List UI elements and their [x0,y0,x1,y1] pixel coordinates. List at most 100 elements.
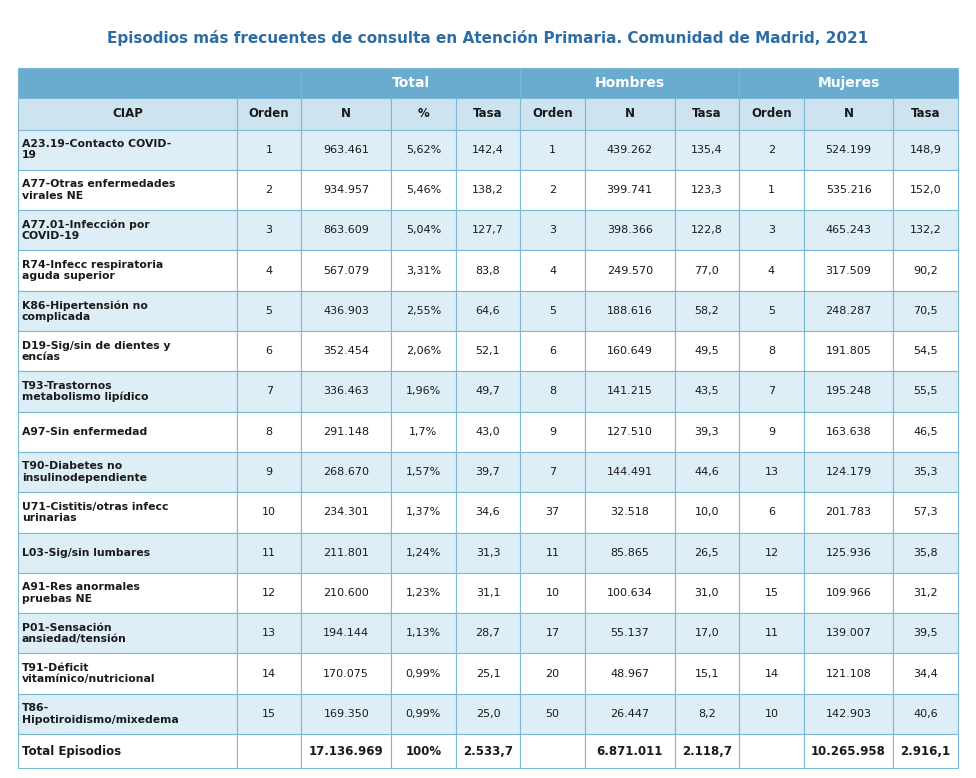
Bar [456,613,520,654]
Bar [237,573,302,613]
Bar [739,68,958,98]
Bar [237,654,302,694]
Text: 4: 4 [768,265,775,275]
Bar [893,613,958,654]
Bar [391,573,456,613]
Text: 15,1: 15,1 [695,668,719,678]
Bar [739,533,804,573]
Bar [456,291,520,331]
Text: 10: 10 [263,507,276,517]
Text: 11: 11 [764,629,779,638]
Bar [18,291,237,331]
Bar [18,452,237,492]
Bar [520,654,585,694]
Text: 135,4: 135,4 [691,145,722,155]
Bar [674,452,739,492]
Text: 122,8: 122,8 [691,226,723,235]
Text: 123,3: 123,3 [691,185,722,195]
Text: 4: 4 [549,265,556,275]
Text: 317.509: 317.509 [826,265,872,275]
Text: 1: 1 [768,185,775,195]
Bar [520,573,585,613]
Bar [520,371,585,412]
Text: 291.148: 291.148 [323,427,369,436]
Bar [585,573,674,613]
Text: N: N [843,107,854,120]
Bar [674,331,739,371]
Bar [804,613,893,654]
Bar [456,98,520,129]
Text: 13: 13 [764,467,779,477]
Bar [893,251,958,291]
Bar [302,452,391,492]
Bar [674,291,739,331]
Bar [302,492,391,533]
Bar [804,694,893,734]
Text: 20: 20 [546,668,559,678]
Bar [893,210,958,251]
Bar [804,291,893,331]
Text: 15: 15 [263,709,276,719]
Text: 34,4: 34,4 [914,668,938,678]
Bar [893,492,958,533]
Text: T90-Diabetes no
insulinodependiente: T90-Diabetes no insulinodependiente [22,461,147,482]
Bar [804,251,893,291]
Text: 13: 13 [263,629,276,638]
Bar [520,533,585,573]
Text: Total Episodios: Total Episodios [22,745,121,758]
Text: U71-Cistitis/otras infecc
urinarias: U71-Cistitis/otras infecc urinarias [22,502,169,523]
Bar [739,694,804,734]
Text: 50: 50 [546,709,559,719]
Bar [893,573,958,613]
Bar [18,251,237,291]
Text: N: N [625,107,634,120]
Text: 399.741: 399.741 [607,185,653,195]
Bar [237,452,302,492]
Text: Orden: Orden [249,107,290,120]
Bar [674,98,739,129]
Text: T91-Déficit
vitamínico/nutricional: T91-Déficit vitamínico/nutricional [22,663,155,684]
Bar [520,734,585,768]
Text: 17,0: 17,0 [695,629,719,638]
Bar [237,251,302,291]
Text: 10,0: 10,0 [695,507,719,517]
Bar [302,654,391,694]
Text: 3: 3 [768,226,775,235]
Text: 64,6: 64,6 [475,306,501,316]
Bar [302,694,391,734]
Text: 26.447: 26.447 [610,709,649,719]
Text: 70,5: 70,5 [914,306,938,316]
Text: 77,0: 77,0 [695,265,719,275]
Bar [391,291,456,331]
Text: 3: 3 [265,226,272,235]
Bar [804,170,893,210]
Bar [237,210,302,251]
Bar [456,251,520,291]
Bar [391,533,456,573]
Text: 4: 4 [265,265,272,275]
Bar [456,573,520,613]
Bar [302,331,391,371]
Text: Mujeres: Mujeres [817,75,879,89]
Bar [893,654,958,694]
Text: 109.966: 109.966 [826,588,872,598]
Bar [520,98,585,129]
Text: 7: 7 [265,387,272,397]
Bar [391,452,456,492]
Bar [391,492,456,533]
Text: A97-Sin enfermedad: A97-Sin enfermedad [22,427,147,436]
Bar [18,129,237,170]
Bar [585,129,674,170]
Bar [520,492,585,533]
Text: CIAP: CIAP [112,107,142,120]
Text: 35,8: 35,8 [914,548,938,558]
Bar [302,210,391,251]
Text: 100%: 100% [405,745,441,758]
Bar [893,452,958,492]
Text: 49,5: 49,5 [695,346,719,356]
Text: 352.454: 352.454 [323,346,369,356]
Text: 148,9: 148,9 [910,145,942,155]
Text: 535.216: 535.216 [826,185,872,195]
Bar [456,371,520,412]
Bar [893,331,958,371]
